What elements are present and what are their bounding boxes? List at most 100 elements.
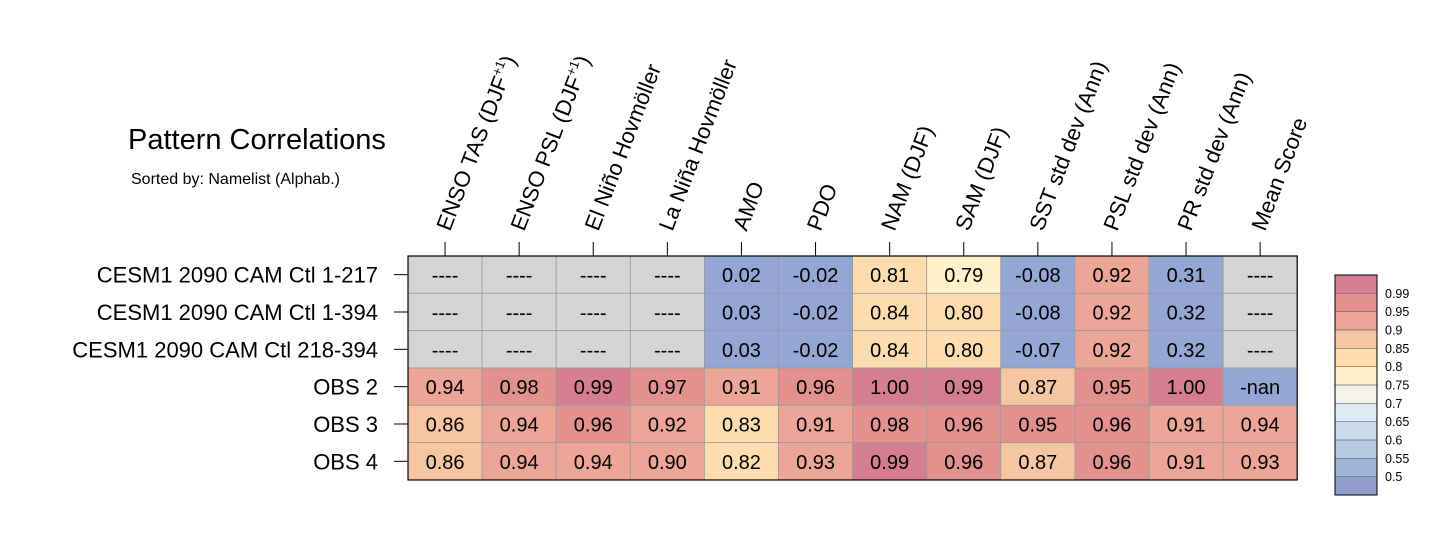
cell-value-label: ----: [580, 340, 607, 362]
cell-value-label: 0.84: [870, 340, 909, 362]
colorbar-swatch: [1335, 458, 1377, 477]
heatmap-cell: [704, 292, 779, 332]
column-label: Mean Score: [1246, 114, 1312, 234]
cell-value-label: 0.96: [1092, 414, 1131, 436]
column-label: La Niña Hovmöller: [654, 56, 742, 234]
heatmap-cell: [1000, 404, 1076, 444]
heatmap-cell: [852, 330, 928, 369]
heatmap-cell: [629, 292, 705, 332]
colorbar-label: 0.99: [1385, 287, 1409, 301]
cell-value-label: 0.99: [574, 377, 613, 399]
cell-value-label: 0.98: [870, 414, 909, 436]
column-label: PSL std dev (Ann): [1098, 59, 1185, 234]
colorbar-label: 0.75: [1385, 379, 1409, 393]
heatmap-cell: [1074, 367, 1150, 406]
column-label: PDO: [802, 180, 842, 233]
cell-value-label: -nan: [1240, 377, 1280, 399]
cell-value-label: ----: [654, 302, 681, 324]
cell-value-label: 0.02: [722, 265, 761, 287]
heatmap-cell: [1074, 404, 1150, 444]
cell-value-label: -0.02: [793, 302, 839, 324]
row-label: OBS 3: [313, 412, 378, 437]
chart-subtitle: Sorted by: Namelist (Alphab.): [131, 171, 340, 188]
cell-value-label: ----: [506, 340, 533, 362]
heatmap-cell: [555, 292, 631, 332]
colorbar-label: 0.6: [1385, 434, 1402, 448]
heatmap-cell: [1148, 367, 1224, 406]
cell-value-label: ----: [506, 302, 533, 324]
colorbar-label: 0.55: [1385, 452, 1409, 466]
colorbar-swatch: [1335, 330, 1377, 349]
cell-value-label: ----: [1247, 302, 1274, 324]
cell-value-label: 0.94: [574, 452, 613, 474]
cell-value-label: 0.79: [944, 265, 983, 287]
colorbar-label: 0.95: [1385, 305, 1409, 319]
cell-value-label: 0.84: [870, 302, 909, 324]
heatmap-cell: [926, 330, 1002, 369]
heatmap-cell: [852, 292, 928, 332]
cell-value-label: -0.02: [793, 265, 839, 287]
colorbar-label: 0.65: [1385, 415, 1409, 429]
heatmap-cell: [1074, 442, 1150, 481]
heatmap-cell: [926, 292, 1002, 332]
row-label: CESM1 2090 CAM Ctl 1-394: [97, 300, 378, 325]
cell-value-label: 0.91: [796, 414, 835, 436]
cell-value-label: 0.82: [722, 452, 761, 474]
heatmap-cell: [778, 292, 853, 332]
colorbar-swatch: [1335, 275, 1377, 294]
row-label: CESM1 2090 CAM Ctl 218-394: [72, 337, 378, 362]
heatmap-cell: [629, 442, 705, 481]
colorbar-swatch: [1335, 403, 1377, 422]
cell-value-label: 0.81: [870, 265, 909, 287]
cell-value-label: 0.95: [1092, 377, 1131, 399]
chart-title: Pattern Correlations: [128, 124, 386, 156]
heatmap-cell: [1148, 255, 1224, 294]
row-label: CESM1 2090 CAM Ctl 1-217: [97, 263, 378, 288]
heatmap-cell: [1000, 330, 1076, 369]
heatmap-cell: [407, 255, 483, 294]
heatmap-cell: [1000, 255, 1076, 294]
cell-value-label: 0.83: [722, 414, 761, 436]
heatmap-cell: [926, 442, 1002, 481]
cell-value-label: ----: [432, 340, 459, 362]
cell-value-label: 0.96: [1092, 452, 1131, 474]
heatmap-cell: [1222, 292, 1298, 332]
heatmap-cell: [926, 404, 1002, 444]
cell-value-label: -0.08: [1015, 265, 1061, 287]
column-label: SST std dev (Ann): [1024, 57, 1112, 233]
heatmap-cell: [407, 442, 483, 481]
row-label: OBS 4: [313, 449, 378, 474]
colorbar-swatch: [1335, 366, 1377, 385]
heatmap-cell: [1074, 292, 1150, 332]
heatmap-cell: [1148, 292, 1224, 332]
cell-value-label: ----: [654, 340, 681, 362]
row-label: OBS 2: [313, 375, 378, 400]
cell-value-label: 0.92: [1092, 265, 1131, 287]
cell-value-label: 0.97: [648, 377, 687, 399]
cell-value-label: 0.86: [426, 452, 465, 474]
cell-value-label: ----: [432, 265, 459, 287]
colorbar-swatch: [1335, 385, 1377, 404]
heatmap-cell: [407, 367, 483, 406]
cell-value-label: 0.03: [722, 340, 761, 362]
cell-value-label: 0.87: [1018, 377, 1057, 399]
heatmap-cell: [1222, 367, 1298, 406]
cell-value-label: 0.31: [1167, 265, 1206, 287]
colorbar-border: [1334, 274, 1378, 496]
cell-value-label: 0.96: [944, 452, 983, 474]
heatmap-cell: [1000, 442, 1076, 481]
column-label: El Niño Hovmöller: [580, 60, 666, 233]
heatmap-cell: [481, 442, 557, 481]
cell-value-label: ----: [580, 302, 607, 324]
heatmap-cell: [629, 404, 705, 444]
cell-value-label: 0.99: [870, 452, 909, 474]
heatmap-cell: [704, 442, 779, 481]
cell-value-label: 0.91: [1167, 414, 1206, 436]
colorbar-swatch: [1335, 293, 1377, 312]
colorbar-label: 0.5: [1385, 470, 1402, 484]
colorbar-swatch: [1335, 348, 1377, 367]
heatmap-cell: [1148, 330, 1224, 369]
cell-value-label: 0.92: [1092, 340, 1131, 362]
colorbar-swatch: [1335, 421, 1377, 440]
